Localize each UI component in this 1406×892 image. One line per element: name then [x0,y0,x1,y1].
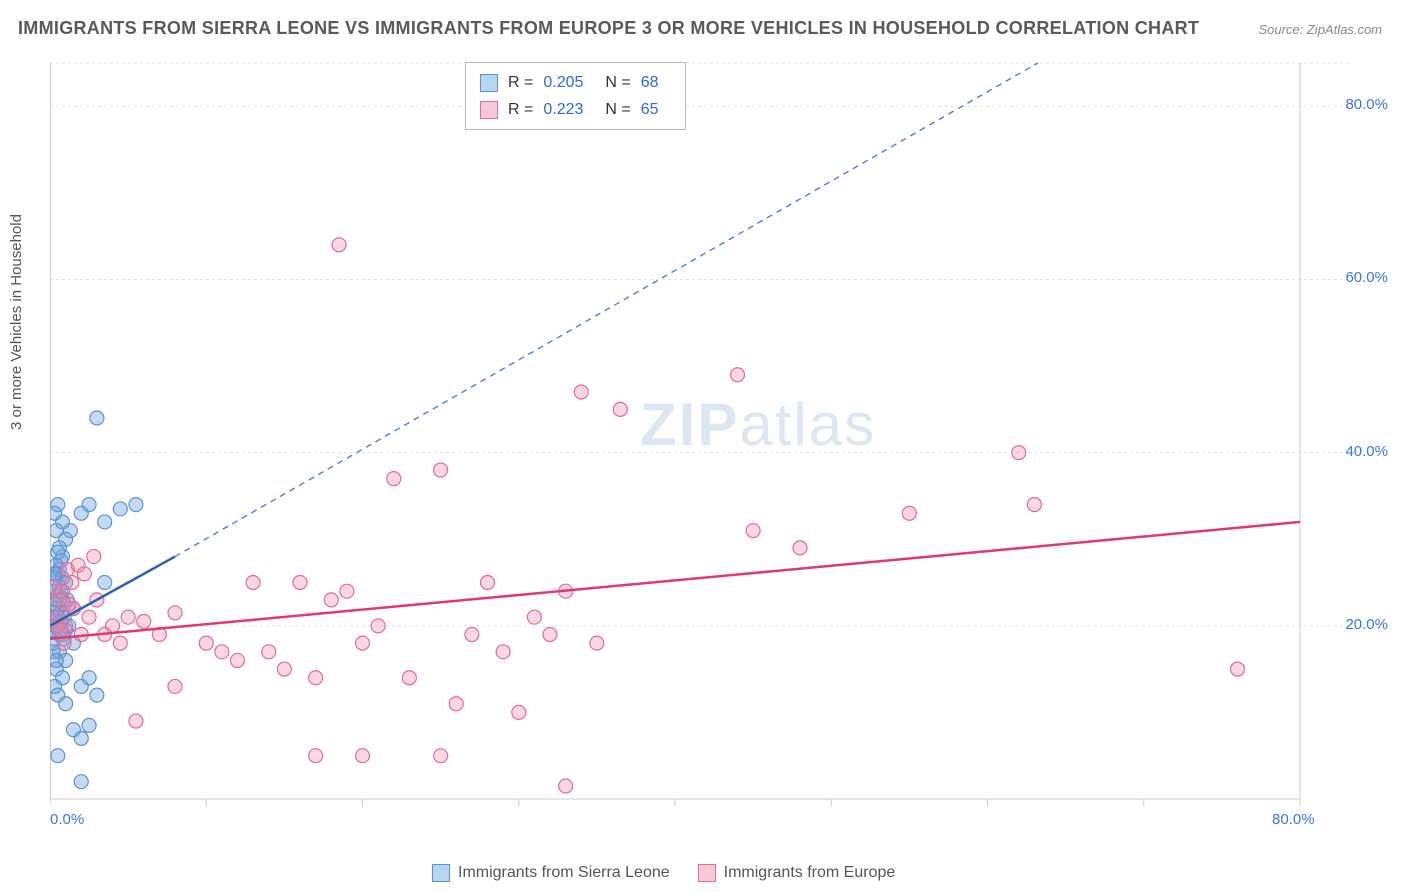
legend-item-series-2: Immigrants from Europe [698,864,896,882]
legend-label: Immigrants from Sierra Leone [458,864,670,882]
x-tick-label: 0.0% [50,811,84,828]
stats-row-series-2: R = 0.223 N = 65 [480,96,671,123]
swatch-icon [698,864,716,882]
swatch-icon [480,101,498,119]
correlation-stats-legend: R = 0.205 N = 68 R = 0.223 N = 65 [465,62,686,130]
swatch-icon [480,74,498,92]
series-legend: Immigrants from Sierra Leone Immigrants … [432,864,895,882]
r-value: 0.223 [543,96,583,123]
n-value: 65 [641,96,659,123]
r-value: 0.205 [543,69,583,96]
y-tick-label: 20.0% [1345,616,1388,633]
swatch-icon [432,864,450,882]
source-attribution: Source: ZipAtlas.com [1258,22,1382,37]
y-axis-label: 3 or more Vehicles in Household [8,214,25,430]
legend-label: Immigrants from Europe [724,864,896,882]
x-tick-label: 80.0% [1272,811,1315,828]
legend-item-series-1: Immigrants from Sierra Leone [432,864,670,882]
r-label: R = [508,96,533,123]
y-tick-label: 80.0% [1345,96,1388,113]
r-label: R = [508,69,533,96]
n-value: 68 [641,69,659,96]
stats-row-series-1: R = 0.205 N = 68 [480,69,671,96]
y-tick-label: 60.0% [1345,269,1388,286]
chart-title: IMMIGRANTS FROM SIERRA LEONE VS IMMIGRAN… [18,18,1199,39]
scatter-chart [50,55,1350,825]
n-label: N = [605,69,630,96]
n-label: N = [605,96,630,123]
y-tick-label: 40.0% [1345,443,1388,460]
